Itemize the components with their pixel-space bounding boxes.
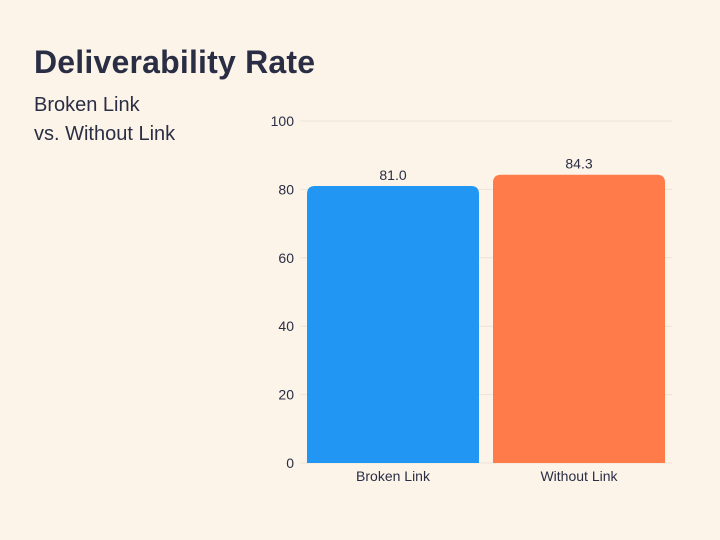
bars <box>307 174 665 464</box>
subtitle-line-1: Broken Link <box>34 94 140 116</box>
data-labels: 81.0 84.3 <box>379 156 592 183</box>
x-tick-label: Broken Link <box>356 468 431 484</box>
y-tick-label: 60 <box>278 250 294 266</box>
y-axis-ticks: 0 20 40 60 80 100 <box>271 113 295 471</box>
y-tick-label: 20 <box>278 387 294 403</box>
bar <box>493 174 665 463</box>
y-tick-label: 40 <box>278 318 294 334</box>
data-label: 81.0 <box>379 167 406 183</box>
subtitle-line-2: vs. Without Link <box>34 123 176 145</box>
chart-subtitle: Broken Link vs. Without Link <box>34 91 254 149</box>
chart-title: Deliverability Rate <box>34 44 316 80</box>
y-tick-label: 0 <box>286 455 294 471</box>
x-axis-ticks: Broken Link Without Link <box>356 468 618 484</box>
data-label: 84.3 <box>565 156 592 172</box>
x-tick-label: Without Link <box>540 468 618 484</box>
y-tick-label: 80 <box>278 181 294 197</box>
bar <box>307 185 479 464</box>
y-tick-label: 100 <box>271 113 295 129</box>
